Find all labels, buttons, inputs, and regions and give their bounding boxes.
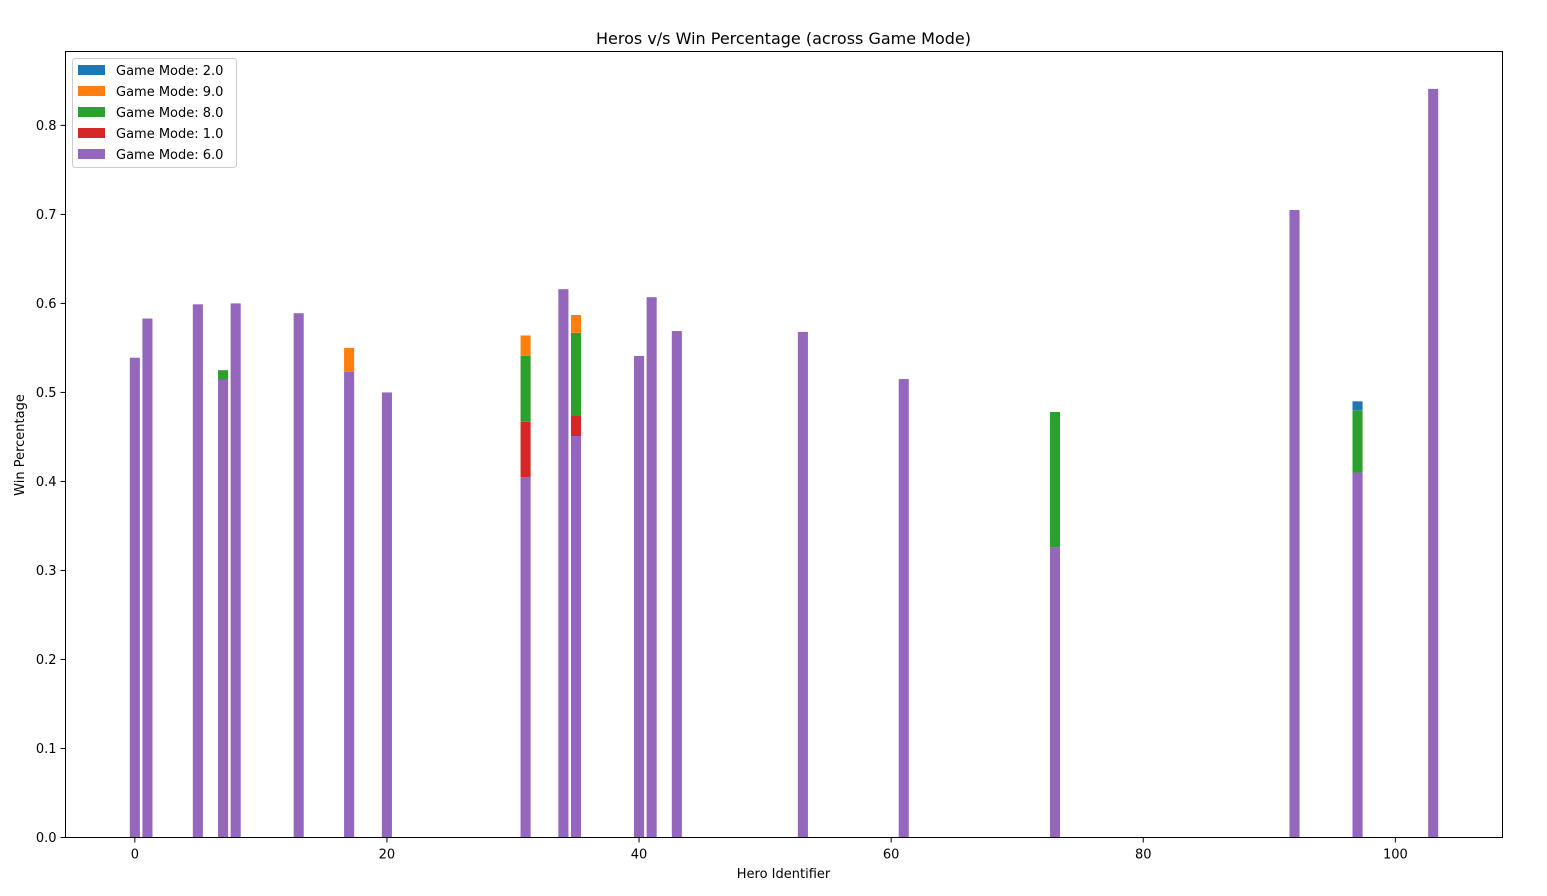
bar-hero-61-game-mode-6-0 xyxy=(898,379,909,838)
bar-hero-1-game-mode-6-0 xyxy=(142,318,153,838)
bar-hero-35-game-mode-9-0 xyxy=(570,314,582,333)
chart-title: Heros v/s Win Percentage (across Game Mo… xyxy=(596,29,971,48)
y-axis: 0.0 0.1 0.2 0.3 0.4 0.5 0.6 0.7 0.8 xyxy=(36,119,66,846)
y-tick-label: 0.7 xyxy=(36,208,57,223)
x-tick-label: 20 xyxy=(379,848,396,863)
bar-hero-31-game-mode-1-0 xyxy=(520,421,531,477)
bar-hero-40-game-mode-6-0 xyxy=(633,355,645,838)
bar-hero-53-game-mode-6-0 xyxy=(797,331,808,838)
bar-hero-35-game-mode-8-0 xyxy=(570,332,582,416)
legend-swatch xyxy=(78,128,105,138)
x-tick-label: 60 xyxy=(883,848,900,863)
bar-hero-73-game-mode-6-0 xyxy=(1049,547,1061,838)
bar-hero-35-game-mode-1-0 xyxy=(570,415,582,437)
plot-area-frame xyxy=(65,51,1503,838)
bar-hero-31-game-mode-8-0 xyxy=(520,355,531,422)
bar-hero-97-game-mode-8-0 xyxy=(1352,410,1363,473)
y-tick-label: 0.8 xyxy=(36,119,57,134)
legend-swatch xyxy=(78,86,105,96)
legend: Game Mode: 2.0 Game Mode: 9.0 Game Mode: 8… xyxy=(72,58,237,168)
legend-label: Game Mode: 2.0 xyxy=(116,64,223,79)
legend-label: Game Mode: 6.0 xyxy=(116,148,223,163)
y-tick-label: 0.2 xyxy=(36,653,57,668)
bar-hero-31-game-mode-6-0 xyxy=(520,476,531,838)
x-tick-label: 80 xyxy=(1135,848,1152,863)
bar-hero-31-game-mode-9-0 xyxy=(520,335,531,356)
bar-hero-103-game-mode-6-0 xyxy=(1428,88,1439,838)
legend-swatch xyxy=(78,65,105,75)
bar-hero-13-game-mode-6-0 xyxy=(293,313,304,838)
x-tick-label: 100 xyxy=(1383,848,1408,863)
bar-hero-20-game-mode-6-0 xyxy=(381,392,392,838)
y-tick-label: 0.3 xyxy=(36,564,57,579)
legend-swatch xyxy=(78,149,105,159)
bar-hero-97-game-mode-6-0 xyxy=(1352,472,1363,838)
bar-hero-92-game-mode-6-0 xyxy=(1289,209,1300,838)
bar-hero-34-game-mode-6-0 xyxy=(558,289,569,838)
bars-layer xyxy=(129,88,1439,838)
bar-hero-17-game-mode-9-0 xyxy=(344,347,355,372)
bar-hero-8-game-mode-6-0 xyxy=(230,303,241,838)
legend-label: Game Mode: 9.0 xyxy=(116,85,223,100)
legend-swatch xyxy=(78,107,105,117)
bar-hero-73-game-mode-8-0 xyxy=(1049,412,1061,548)
legend-label: Game Mode: 8.0 xyxy=(116,106,223,121)
bar-hero-41-game-mode-6-0 xyxy=(646,297,657,838)
bar-hero-7-game-mode-6-0 xyxy=(218,379,229,838)
bar-hero-7-game-mode-8-0 xyxy=(218,370,229,380)
legend-label: Game Mode: 1.0 xyxy=(116,127,223,142)
bar-hero-35-game-mode-6-0 xyxy=(570,436,582,838)
y-tick-label: 0.5 xyxy=(36,386,57,401)
legend-items: Game Mode: 2.0 Game Mode: 9.0 Game Mode: 8… xyxy=(78,64,223,163)
x-tick-label: 40 xyxy=(631,848,648,863)
y-tick-label: 0.6 xyxy=(36,297,57,312)
bar-hero-17-game-mode-6-0 xyxy=(344,371,355,838)
x-axis-title: Hero Identifier xyxy=(737,867,831,882)
y-axis-title: Win Percentage xyxy=(13,394,28,496)
bar-hero-0-game-mode-6-0 xyxy=(129,357,140,838)
x-axis: 0 20 40 60 80 100 xyxy=(131,837,1408,863)
x-tick-label: 0 xyxy=(131,848,139,863)
bar-hero-97-game-mode-2-0 xyxy=(1352,401,1363,411)
bar-hero-43-game-mode-6-0 xyxy=(671,331,682,838)
bar-hero-5-game-mode-6-0 xyxy=(192,304,203,838)
y-tick-label: 0.0 xyxy=(36,831,57,846)
y-tick-label: 0.1 xyxy=(36,742,57,757)
legend-frame xyxy=(72,58,237,168)
y-tick-label: 0.4 xyxy=(36,475,57,490)
